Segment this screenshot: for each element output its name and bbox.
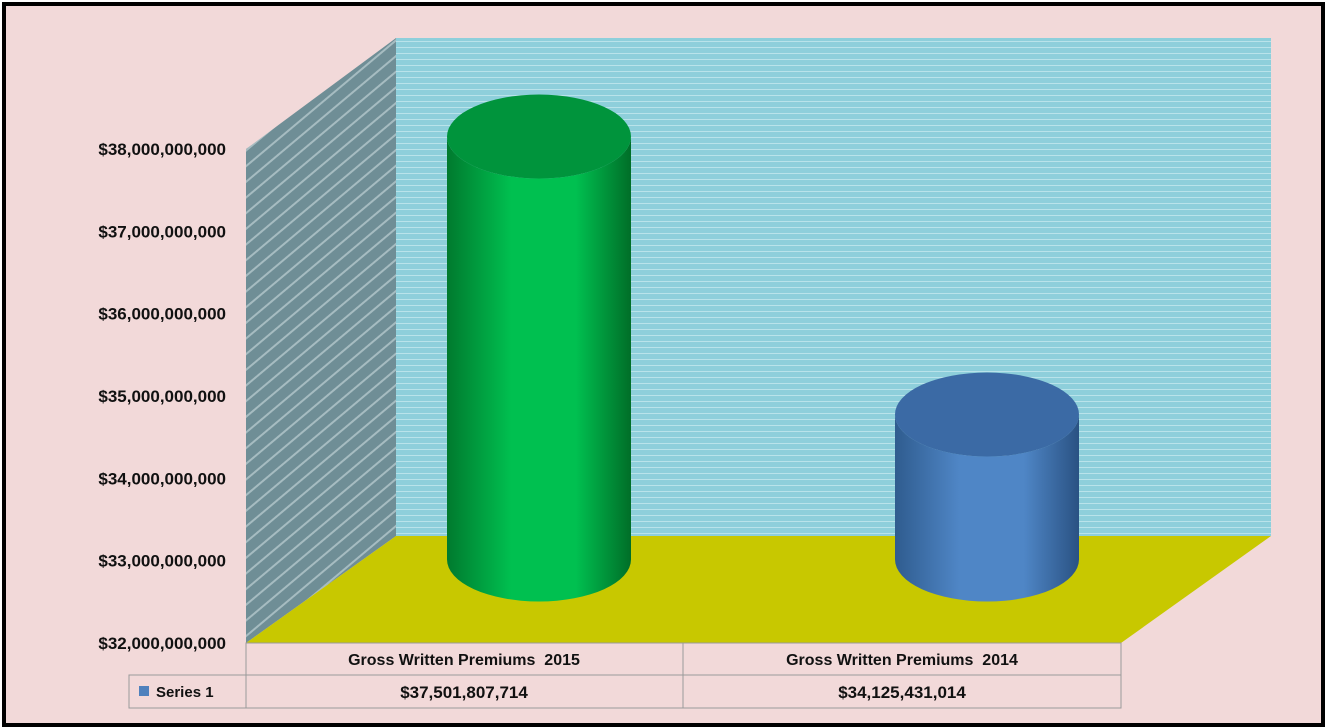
category-label-2014: Gross Written Premiums 2014 (786, 652, 1018, 669)
y-tick-label: $37,000,000,000 (98, 222, 226, 241)
y-tick-label: $34,000,000,000 (98, 469, 226, 488)
bar-body (895, 414, 1079, 602)
data-table: Series 1 Gross Written Premiums 2015 Gro… (128, 642, 1122, 709)
value-label-2015: $37,501,807,714 (400, 683, 528, 702)
y-tick-label: $38,000,000,000 (98, 140, 226, 159)
y-tick-label: $35,000,000,000 (98, 387, 226, 406)
series-name: Series 1 (156, 684, 214, 701)
side-wall (246, 38, 396, 643)
bar-cylinder (895, 372, 1079, 602)
bar-body (447, 136, 631, 602)
bar-top (447, 94, 631, 179)
y-tick-label: $33,000,000,000 (98, 552, 226, 571)
bars (447, 94, 1079, 602)
category-label-2015: Gross Written Premiums 2015 (348, 652, 580, 669)
y-tick-label: $36,000,000,000 (98, 305, 226, 324)
y-tick-label: $32,000,000,000 (98, 634, 226, 653)
bar-top (895, 372, 1079, 457)
floor (246, 536, 1271, 643)
y-axis-ticks: $32,000,000,000 $33,000,000,000 $34,000,00… (98, 140, 226, 653)
chart-svg: $32,000,000,000 $33,000,000,000 $34,000,00… (98, 38, 1271, 709)
bar-cylinder (447, 94, 631, 602)
series-legend-key (139, 686, 149, 696)
value-label-2014: $34,125,431,014 (838, 683, 966, 702)
